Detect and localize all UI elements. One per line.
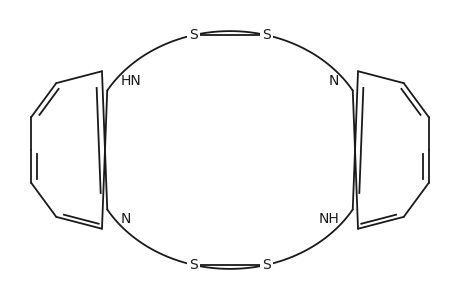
- Text: HN: HN: [121, 74, 141, 88]
- Text: N: N: [121, 212, 131, 226]
- Text: S: S: [189, 258, 197, 272]
- Text: S: S: [189, 28, 197, 42]
- Text: S: S: [262, 28, 270, 42]
- Text: NH: NH: [318, 212, 338, 226]
- Text: S: S: [262, 258, 270, 272]
- Text: N: N: [328, 74, 338, 88]
